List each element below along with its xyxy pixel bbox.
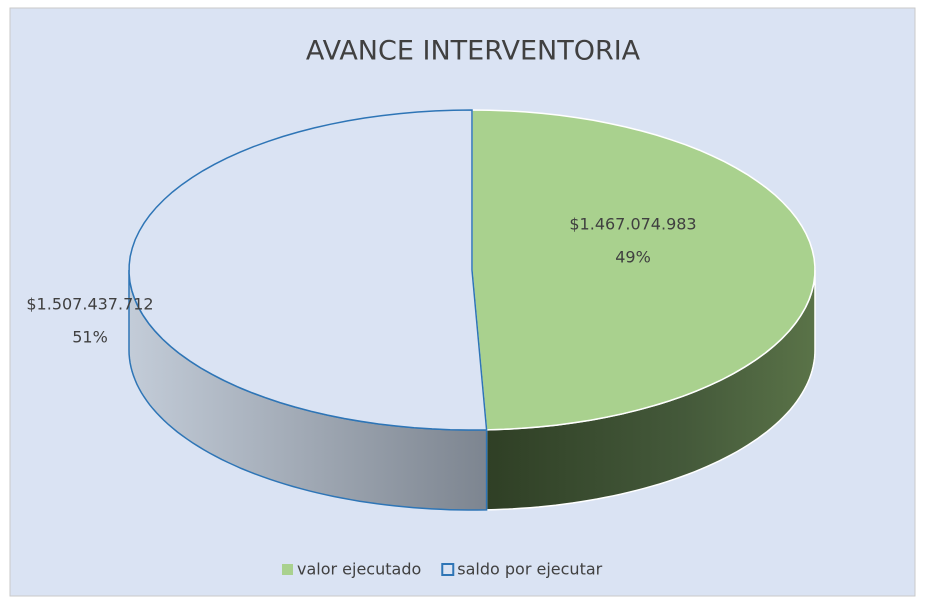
legend-swatch <box>441 563 455 576</box>
data-label: $1.507.437.712 <box>26 295 153 314</box>
slice <box>128 109 488 431</box>
data-label: $1.467.074.983 <box>569 215 696 234</box>
legend-label: valor ejecutado <box>297 560 421 579</box>
data-label-percent: 49% <box>615 248 651 267</box>
data-label-percent: 51% <box>72 328 108 347</box>
legend-label: saldo por ejecutar <box>457 560 602 579</box>
slice <box>471 109 816 431</box>
chart-title: AVANCE INTERVENTORIA <box>306 36 641 67</box>
legend-swatch <box>282 564 293 575</box>
